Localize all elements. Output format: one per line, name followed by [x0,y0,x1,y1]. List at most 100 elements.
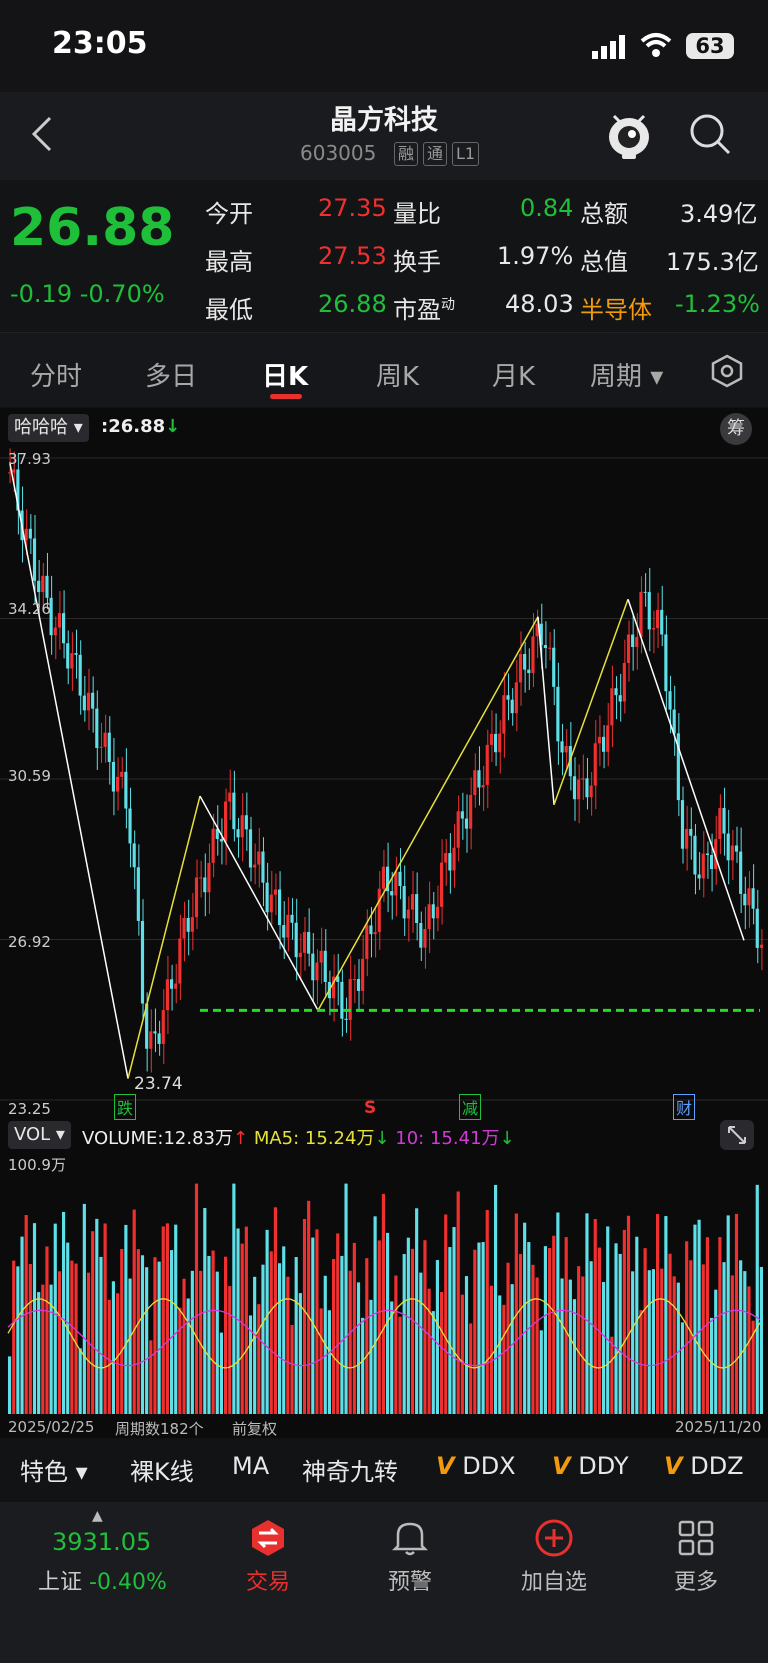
volume-bar [531,1264,535,1414]
volume-bar [560,1278,564,1414]
candle-body [57,613,61,628]
candle-body [128,808,132,844]
tab-period-dropdown[interactable]: 周期 ▾ [590,362,664,392]
toolbar-naked-k[interactable]: 裸K线 [130,1458,194,1486]
tab-monthly-k[interactable]: 月K [492,362,536,392]
volume-bar [689,1260,693,1414]
candle-body [548,647,552,649]
volume-bar [697,1219,701,1414]
ma5-line [7,1298,761,1369]
volume-bar [286,1276,290,1414]
candle-body [28,528,32,539]
start-date: 2025/02/25 [8,1418,95,1436]
volume-bar [136,1249,140,1414]
nav-more[interactable]: 更多 [673,1570,718,1595]
volume-bar [647,1270,651,1414]
candle-body [406,909,410,919]
toolbar-td9[interactable]: 神奇九转 [302,1458,398,1486]
candle-body [535,623,539,637]
tab-daily-k[interactable]: 日K [262,362,309,392]
volume-select[interactable]: VOL ▾ [8,1121,71,1149]
candle-body [714,839,718,869]
grid-more-icon[interactable] [678,1520,714,1556]
volume-bar [589,1261,593,1414]
candle-body [269,894,273,913]
candle-body [552,647,556,687]
back-icon[interactable] [30,114,54,154]
candle-body [190,917,194,932]
candle-body [589,785,593,798]
tab-weekly-k[interactable]: 周K [376,362,420,392]
active-tab-indicator [270,394,302,399]
volume-bar [207,1255,211,1414]
price-change: -0.19 -0.70% [10,280,165,308]
candle-body [290,914,294,923]
expand-icon[interactable] [720,1120,754,1150]
toolbar-ddy[interactable]: V DDY [552,1452,629,1480]
volume-bar [140,1255,145,1414]
volume-bar [186,1298,190,1414]
price-tick-4: 23.25 [8,1100,51,1118]
toolbar-ma[interactable]: MA [232,1452,270,1480]
volume-bar [585,1213,589,1414]
candle-body [755,908,759,948]
toolbar-ddz[interactable]: V DDZ [664,1452,744,1480]
signal-sell[interactable]: S [364,1098,377,1118]
signal-reduce[interactable]: 减 [459,1094,482,1120]
robot-assistant-icon[interactable] [606,110,652,160]
end-date: 2025/11/20 [675,1418,762,1436]
mktcap-value: 175.3亿 [666,248,759,276]
bell-icon[interactable] [392,1518,428,1558]
volume-bar [273,1207,277,1414]
search-icon[interactable] [688,112,732,156]
volume-bar [730,1275,734,1414]
tab-intraday[interactable]: 分时 [30,362,83,392]
candle-body [602,736,606,752]
nav-alert[interactable]: 预警 [387,1570,432,1595]
toolbar-ddx[interactable]: V DDX [436,1452,516,1480]
candle-body [631,634,635,648]
pe-label: 市盈动 [393,296,455,324]
signal-finance[interactable]: 财 [673,1094,696,1120]
candle-body [120,771,124,777]
volume-bar [685,1241,689,1414]
bottom-navigation [0,1502,768,1663]
candle-body [759,944,763,948]
status-bar [0,0,768,92]
volume-bar [660,1268,664,1414]
sector-link[interactable]: 半导体 [580,296,652,324]
index-ticker[interactable]: 上证 -0.40% [38,1570,167,1595]
volume-bar [111,1281,115,1414]
volume-bar [49,1284,53,1414]
candlestick-chart[interactable] [0,446,768,1114]
volume-bar [257,1304,261,1414]
signal-fall[interactable]: 跌 [114,1094,137,1120]
indicator-select[interactable]: 哈哈哈 ▾ [8,414,89,442]
price-tick-1: 34.26 [8,600,51,618]
add-circle-icon[interactable] [534,1518,574,1558]
expand-up-icon[interactable]: ▲ [92,1508,103,1524]
volume-bar [410,1248,415,1414]
volume-bar [12,1260,16,1414]
tab-multiday[interactable]: 多日 [145,362,198,392]
amount-label: 总额 [580,200,628,228]
candle-body [494,733,498,753]
candle-body [219,839,223,842]
volume-bar [116,1293,120,1414]
volume-bar [635,1236,639,1414]
candle-body [244,815,248,830]
candle-body [664,634,668,692]
volume-chart[interactable] [0,1150,768,1416]
nav-trade[interactable]: 交易 [245,1570,290,1595]
volume-bar [572,1299,577,1414]
index-value[interactable]: 3931.05 [52,1528,152,1556]
feature-dropdown[interactable]: 特色 ▾ [20,1458,88,1486]
candle-body [352,979,356,981]
volume-bar [211,1250,215,1414]
adjust-mode[interactable]: 前复权 [232,1420,278,1438]
nav-add-watchlist[interactable]: 加自选 [520,1570,587,1595]
settings-hexagon-icon[interactable] [710,354,744,388]
chip-distribution-button[interactable]: 筹 [720,413,752,445]
trade-icon[interactable] [248,1518,288,1558]
volume-bar [444,1214,448,1414]
